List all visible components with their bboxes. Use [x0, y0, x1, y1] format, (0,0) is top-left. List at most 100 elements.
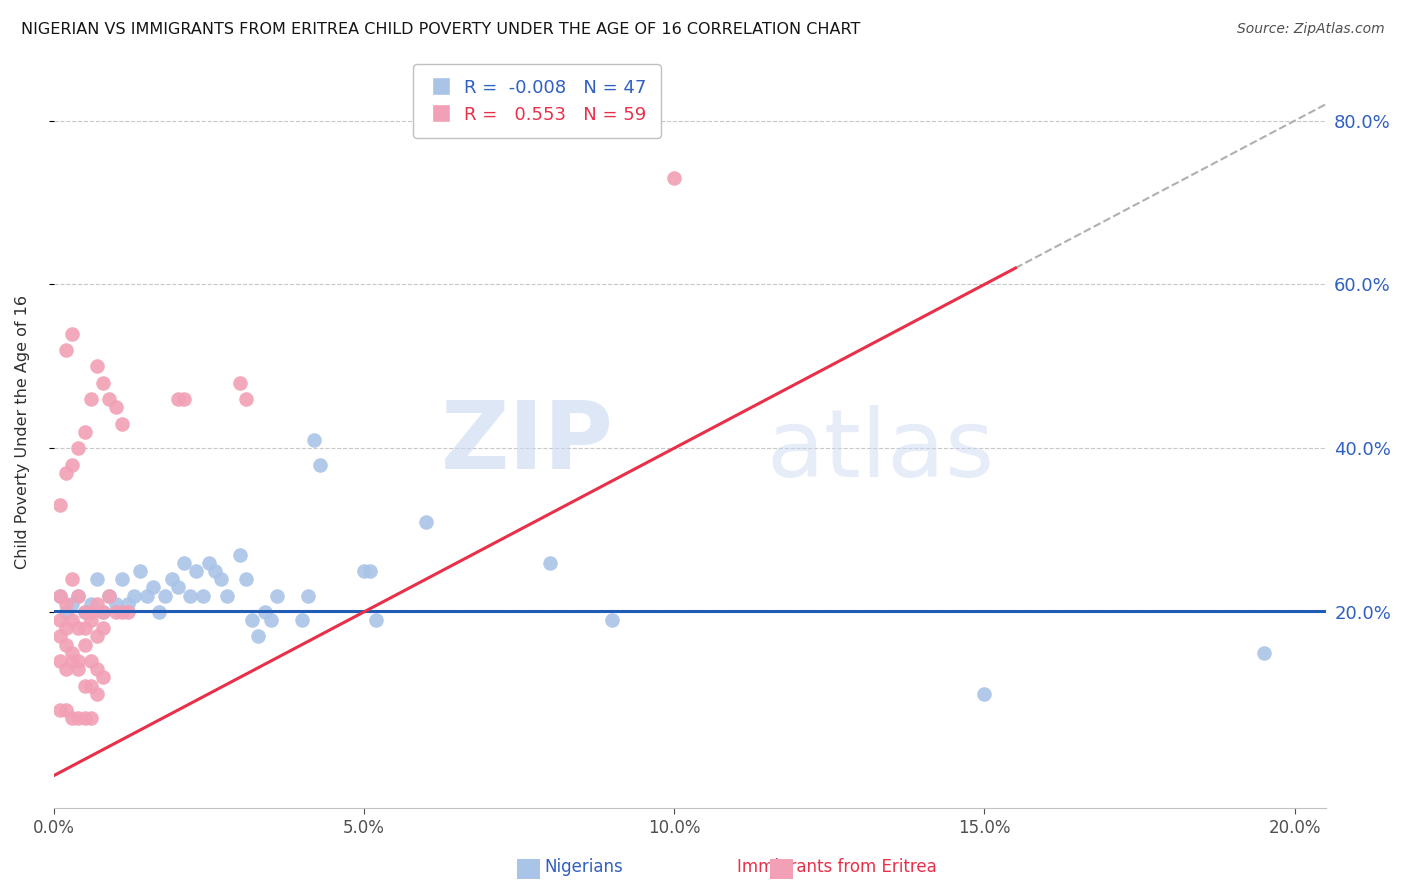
Point [142, 580, 165, 594]
Point [60, 572, 83, 586]
Point [55, 662, 77, 676]
Point [111, 605, 134, 619]
Point [98, 392, 121, 406]
Point [247, 630, 270, 644]
Point [80, 679, 103, 693]
Point [166, 580, 188, 594]
Point [67, 654, 90, 668]
Point [80, 392, 103, 406]
Point [80, 613, 103, 627]
Point [253, 605, 276, 619]
Point [91, 376, 114, 390]
Point [60, 613, 83, 627]
Point [117, 597, 139, 611]
Point [366, 613, 388, 627]
Point [104, 597, 127, 611]
Point [111, 417, 134, 431]
Y-axis label: Child Poverty Under the Age of 16: Child Poverty Under the Age of 16 [15, 294, 30, 569]
Point [538, 556, 561, 570]
Point [73, 638, 96, 652]
Point [173, 556, 195, 570]
Point [73, 711, 96, 725]
Point [67, 662, 90, 676]
Point [73, 605, 96, 619]
Point [55, 638, 77, 652]
Point [304, 433, 326, 447]
Point [86, 597, 108, 611]
Point [235, 572, 257, 586]
Point [186, 564, 208, 578]
Point [104, 401, 127, 415]
Point [1253, 646, 1275, 660]
Point [240, 613, 263, 627]
Point [86, 572, 108, 586]
Point [49, 654, 72, 668]
Point [91, 605, 114, 619]
Point [353, 564, 375, 578]
Point [104, 605, 127, 619]
Point [291, 613, 314, 627]
Text: Source: ZipAtlas.com: Source: ZipAtlas.com [1237, 22, 1385, 37]
Point [86, 359, 108, 374]
Point [124, 589, 146, 603]
Point [173, 392, 195, 406]
Point [67, 621, 90, 635]
Point [55, 466, 77, 480]
Point [60, 458, 83, 472]
Point [235, 392, 257, 406]
Point [80, 711, 103, 725]
Point [664, 171, 686, 186]
Point [67, 711, 90, 725]
Point [155, 589, 177, 603]
Point [55, 597, 77, 611]
Point [86, 630, 108, 644]
Legend: R =  -0.008   N = 47, R =   0.553   N = 59: R = -0.008 N = 47, R = 0.553 N = 59 [413, 64, 661, 138]
Point [359, 564, 381, 578]
Point [98, 589, 121, 603]
Point [117, 605, 139, 619]
Point [309, 458, 332, 472]
Point [191, 589, 214, 603]
Point [49, 589, 72, 603]
Text: Nigerians: Nigerians [544, 858, 623, 876]
Point [217, 589, 239, 603]
Text: NIGERIAN VS IMMIGRANTS FROM ERITREA CHILD POVERTY UNDER THE AGE OF 16 CORRELATIO: NIGERIAN VS IMMIGRANTS FROM ERITREA CHIL… [21, 22, 860, 37]
Point [91, 605, 114, 619]
Point [129, 564, 152, 578]
Point [55, 605, 77, 619]
Text: atlas: atlas [766, 405, 994, 497]
Point [60, 711, 83, 725]
Point [86, 662, 108, 676]
Point [111, 572, 134, 586]
Point [973, 687, 995, 701]
Point [80, 654, 103, 668]
Point [60, 646, 83, 660]
Point [55, 343, 77, 357]
Point [73, 425, 96, 439]
Point [49, 589, 72, 603]
Point [60, 597, 83, 611]
Point [600, 613, 623, 627]
Point [160, 572, 183, 586]
Point [67, 589, 90, 603]
Point [80, 597, 103, 611]
Point [55, 621, 77, 635]
Point [266, 589, 288, 603]
Point [67, 441, 90, 455]
Point [80, 605, 103, 619]
Text: Immigrants from Eritrea: Immigrants from Eritrea [737, 858, 936, 876]
Text: ZIP: ZIP [440, 397, 613, 489]
Point [179, 589, 201, 603]
Point [60, 654, 83, 668]
Point [148, 605, 170, 619]
Point [229, 548, 252, 562]
Point [73, 605, 96, 619]
Point [60, 326, 83, 341]
Point [49, 613, 72, 627]
Point [49, 630, 72, 644]
Point [229, 376, 252, 390]
Point [55, 703, 77, 717]
Point [260, 613, 283, 627]
Point [49, 703, 72, 717]
Point [91, 621, 114, 635]
